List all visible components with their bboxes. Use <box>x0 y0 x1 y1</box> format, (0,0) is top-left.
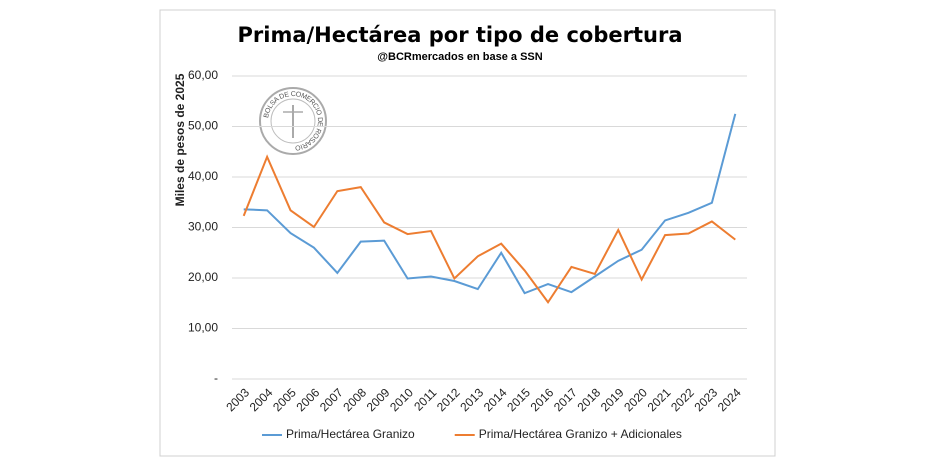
y-tick-label: 60,00 <box>188 68 218 82</box>
chart-frame <box>159 9 776 457</box>
y-tick-label: 30,00 <box>188 220 218 234</box>
y-tick-label: 50,00 <box>188 119 218 133</box>
y-tick-label: - <box>214 371 218 385</box>
y-tick-label: 40,00 <box>188 169 218 183</box>
legend-label: Prima/Hectárea Granizo + Adicionales <box>479 427 682 441</box>
y-tick-label: 20,00 <box>188 270 218 284</box>
chart-title: Prima/Hectárea por tipo de cobertura <box>238 23 683 47</box>
chart-subtitle: @BCRmercados en base a SSN <box>377 51 542 63</box>
logo <box>259 87 327 155</box>
series-line <box>242 154 736 304</box>
y-tick-label: 10,00 <box>188 321 218 335</box>
series-line <box>243 113 737 295</box>
legend-label: Prima/Hectárea Granizo <box>286 427 415 441</box>
y-axis-title: Miles de pesos de 2025 <box>173 73 187 206</box>
